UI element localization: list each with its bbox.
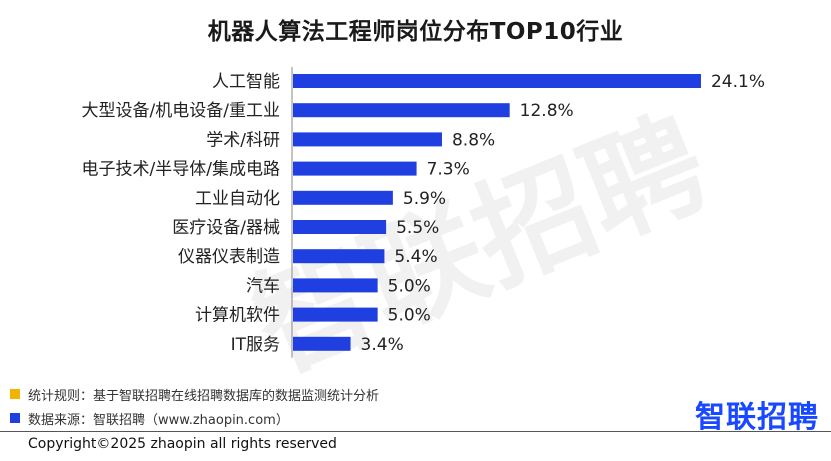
category-label: 仪器仪表制造	[178, 247, 280, 267]
bar	[293, 336, 351, 351]
category-label: 汽车	[246, 276, 280, 296]
footnotes: 统计规则：基于智联招聘在线招聘数据库的数据监测统计分析 数据来源：智联招聘（ww…	[10, 382, 379, 430]
bar	[293, 220, 387, 234]
category-label: 电子技术/半导体/集成电路	[82, 160, 280, 180]
chart-title: 机器人算法工程师岗位分布TOP10行业	[207, 19, 624, 45]
value-label: 3.4%	[361, 335, 404, 355]
category-label: 医疗设备/器械	[172, 218, 280, 238]
value-label: 12.8%	[520, 101, 574, 121]
bar	[293, 132, 442, 147]
note-rule-swatch	[10, 389, 20, 399]
note-rule: 统计规则：基于智联招聘在线招聘数据库的数据监测统计分析	[10, 382, 379, 406]
value-label: 5.0%	[388, 306, 431, 326]
value-label: 24.1%	[711, 72, 765, 92]
copyright-text: Copyright©2025 zhaopin all rights reserv…	[28, 436, 337, 452]
note-rule-text: 统计规则：基于智联招聘在线招聘数据库的数据监测统计分析	[28, 388, 380, 404]
category-label: 工业自动化	[195, 189, 280, 209]
category-label: 人工智能	[212, 72, 280, 92]
category-label: 计算机软件	[195, 306, 280, 326]
note-source: 数据来源：智联招聘（www.zhaopin.com）	[10, 406, 379, 430]
value-label: 5.5%	[396, 218, 439, 238]
value-label: 8.8%	[452, 130, 495, 150]
value-label: 5.4%	[394, 247, 437, 267]
bar	[293, 103, 510, 118]
value-label: 5.9%	[403, 189, 446, 209]
bar	[293, 190, 393, 205]
footer-divider	[0, 431, 831, 432]
category-label: IT服务	[231, 335, 280, 355]
note-source-text: 数据来源：智联招聘（www.zhaopin.com）	[28, 412, 289, 428]
note-source-swatch	[10, 413, 20, 423]
brand-logo: 智联招聘	[695, 400, 819, 435]
category-label: 学术/科研	[206, 130, 280, 150]
bar	[293, 249, 385, 264]
value-label: 5.0%	[388, 276, 431, 296]
value-label: 7.3%	[427, 160, 470, 180]
category-label: 大型设备/机电设备/重工业	[82, 101, 280, 121]
bar	[293, 161, 417, 176]
bar	[293, 278, 378, 293]
bar	[293, 307, 378, 322]
bar	[293, 74, 701, 88]
bar-chart: 人工智能 24.1% 大型设备/机电设备/重工业 12.8% 学术/科研 8.8% 电子技术…	[82, 67, 765, 358]
